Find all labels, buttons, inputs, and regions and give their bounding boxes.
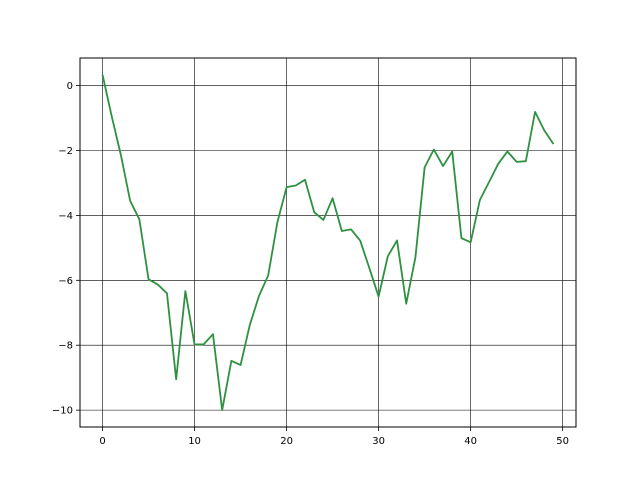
y-tick-label: −10 xyxy=(52,406,73,417)
x-tick-label: 10 xyxy=(188,436,201,447)
x-tick-label: 40 xyxy=(464,436,477,447)
x-tick-label: 50 xyxy=(556,436,569,447)
y-tick-label: −4 xyxy=(58,211,73,222)
y-tick-label: −6 xyxy=(58,276,73,287)
x-tick-label: 0 xyxy=(99,436,105,447)
ticks: 0 10 20 30 40 50 0 −2 −4 −6 −8 −10 xyxy=(52,81,569,447)
series-line xyxy=(101,74,555,412)
series-group xyxy=(101,74,555,412)
y-tick-label: 0 xyxy=(67,81,73,92)
plot-frame xyxy=(79,57,577,428)
y-tick-label: −2 xyxy=(58,146,73,157)
y-tick-label: −8 xyxy=(58,341,73,352)
x-tick-label: 20 xyxy=(280,436,293,447)
x-tick-label: 30 xyxy=(372,436,385,447)
